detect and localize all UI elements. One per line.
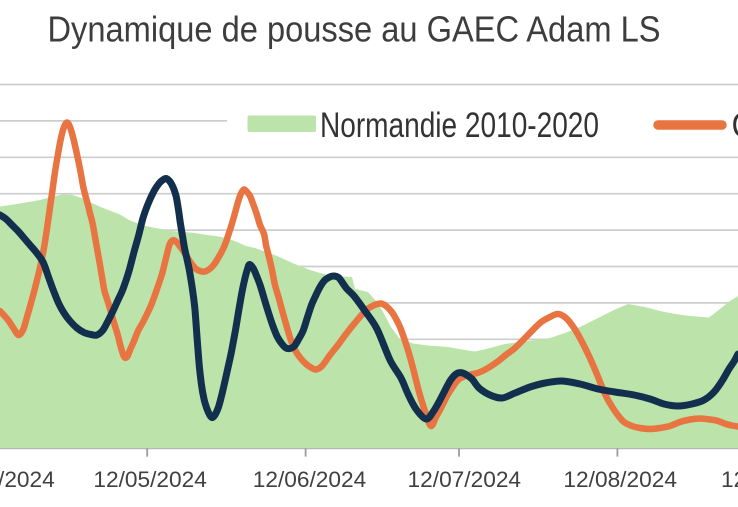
svg-text:Normandie 2010-2020: Normandie 2010-2020 xyxy=(320,106,599,145)
svg-text:12/04/2024: 12/04/2024 xyxy=(0,467,55,492)
svg-text:12/08/2024: 12/08/2024 xyxy=(563,467,677,492)
svg-text:12/07/2024: 12/07/2024 xyxy=(408,467,522,492)
svg-text:12/05/2024: 12/05/2024 xyxy=(93,467,207,492)
svg-text:Dynamique de pousse au GAEC Ad: Dynamique de pousse au GAEC Adam LS xyxy=(48,8,661,49)
svg-text:12/09/2024: 12/09/2024 xyxy=(721,467,738,492)
svg-text:Croissance: Croissance xyxy=(732,106,738,145)
svg-text:12/06/2024: 12/06/2024 xyxy=(253,467,367,492)
